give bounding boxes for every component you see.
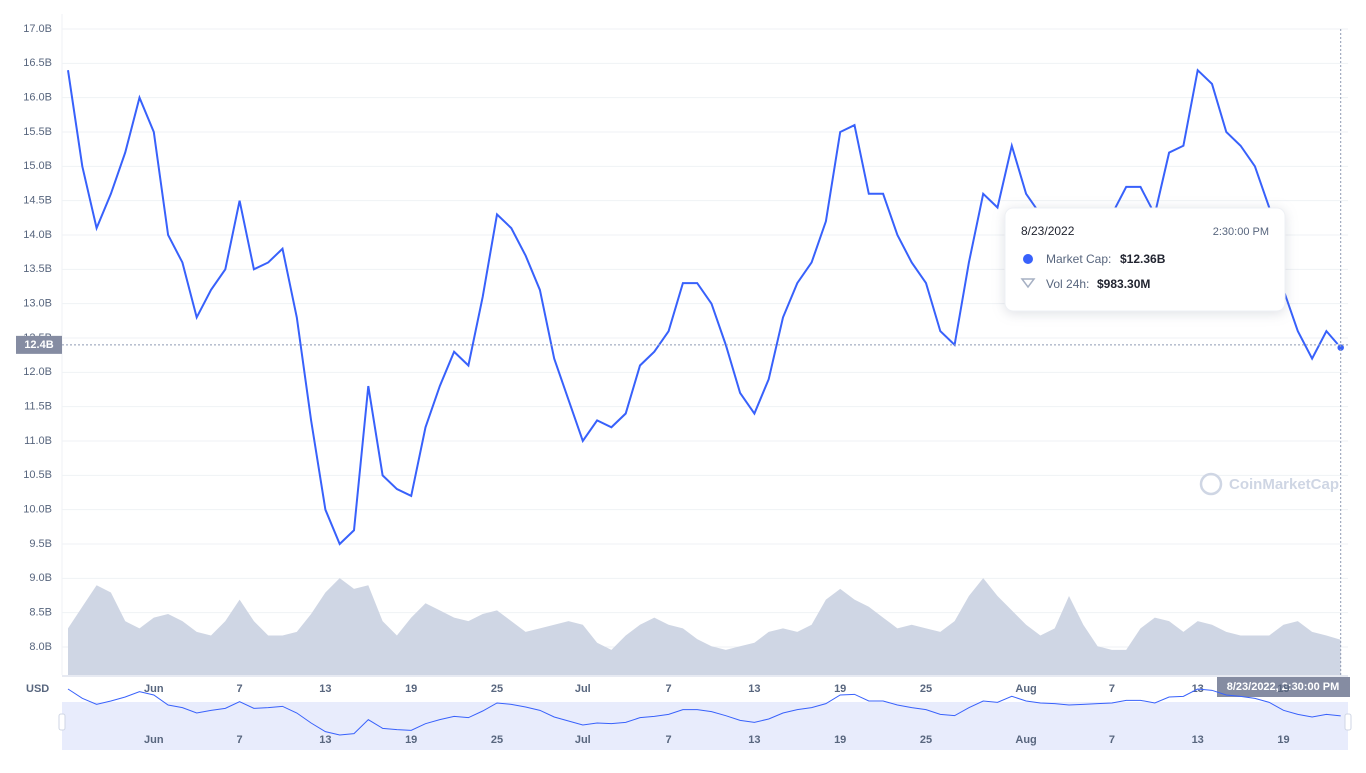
navigator-tick-label: 13 — [1192, 734, 1204, 746]
currency-label: USD — [26, 683, 49, 695]
y-tick-label: 9.0B — [29, 572, 52, 584]
navigator-tick-label: 7 — [1109, 734, 1115, 746]
x-tick-label: 19 — [1277, 683, 1289, 695]
tooltip-date: 8/23/2022 — [1021, 224, 1075, 238]
watermark: CoinMarketCap — [1229, 476, 1339, 493]
navigator-tick-label: 25 — [920, 734, 932, 746]
navigator-tick-label: 7 — [237, 734, 243, 746]
tooltip-box — [1004, 207, 1286, 312]
y-tick-label: 16.5B — [23, 57, 52, 69]
crosshair-label: 8/23/2022, 2:30:00 PM — [1227, 681, 1340, 693]
y-tick-label: 8.5B — [29, 607, 52, 619]
x-tick-label: 25 — [920, 683, 932, 695]
tooltip-series-name: Vol 24h: — [1046, 277, 1089, 291]
y-tick-label: 14.5B — [23, 195, 52, 207]
current-badge — [16, 335, 62, 354]
tooltip-vol-icon — [1020, 278, 1036, 289]
x-tick-label: Jun — [144, 683, 164, 695]
x-tick-label: 7 — [237, 683, 243, 695]
tooltip-value: $12.36B — [1120, 252, 1166, 266]
y-tick-label: 11.5B — [24, 401, 52, 413]
current-label: 12.4B — [24, 339, 53, 351]
x-tick-label: Aug — [1015, 683, 1036, 695]
nav-handle-left — [58, 713, 66, 731]
last-point — [1335, 342, 1346, 353]
navigator — [62, 702, 1348, 750]
navigator-tick-label: 13 — [319, 734, 331, 746]
x-tick-label: 13 — [748, 683, 760, 695]
y-tick-label: 16.0B — [23, 92, 52, 104]
y-tick-label: 12.0B — [23, 366, 52, 378]
y-tick-label: 17.0B — [23, 23, 52, 35]
navigator-tick-label: 7 — [666, 734, 672, 746]
tooltip: 8/23/2022 2:30:00 PM Market Cap: $12.36B Vol… — [1004, 207, 1286, 312]
navigator-tick-label: Aug — [1015, 734, 1036, 746]
y-tick-label: 10.5B — [23, 469, 52, 481]
y-tick-label: 13.0B — [23, 298, 52, 310]
nav-handle-right — [1344, 713, 1352, 731]
y-tick-label: 10.0B — [23, 504, 52, 516]
tooltip-series-name: Market Cap: — [1046, 252, 1111, 266]
x-tick-label: 7 — [666, 683, 672, 695]
navigator-tick-label: 19 — [834, 734, 846, 746]
navigator-tick-label: Jun — [144, 734, 164, 746]
navigator-tick-label: 25 — [491, 734, 503, 746]
y-tick-label: 15.0B — [23, 160, 52, 172]
volume-area — [68, 578, 1341, 675]
x-tick-label: 19 — [834, 683, 846, 695]
navigator-line — [67, 688, 1341, 736]
crosshair-badge — [1217, 677, 1350, 697]
y-tick-label: 14.0B — [23, 229, 52, 241]
x-tick-label: Jul — [575, 683, 591, 695]
navigator-tick-label: Jul — [575, 734, 591, 746]
navigator-tick-label: 19 — [1277, 734, 1289, 746]
y-tick-label: 9.5B — [29, 538, 52, 550]
tooltip-value: $983.30M — [1097, 277, 1150, 291]
y-tick-label: 13.5B — [23, 263, 52, 275]
market-cap-line — [67, 68, 1342, 546]
y-tick-label: 15.5B — [23, 126, 52, 138]
navigator-tick-label: 13 — [748, 734, 760, 746]
x-tick-label: 25 — [491, 683, 503, 695]
tooltip-time: 2:30:00 PM — [1213, 226, 1269, 238]
y-tick-label: 11.0B — [24, 435, 52, 447]
x-tick-label: 7 — [1109, 683, 1115, 695]
x-tick-label: 19 — [405, 683, 417, 695]
tooltip-dot — [1023, 254, 1033, 264]
x-tick-label: 13 — [319, 683, 331, 695]
watermark-logo — [1199, 472, 1223, 496]
y-tick-label: 8.0B — [29, 641, 52, 653]
navigator-tick-label: 19 — [405, 734, 417, 746]
